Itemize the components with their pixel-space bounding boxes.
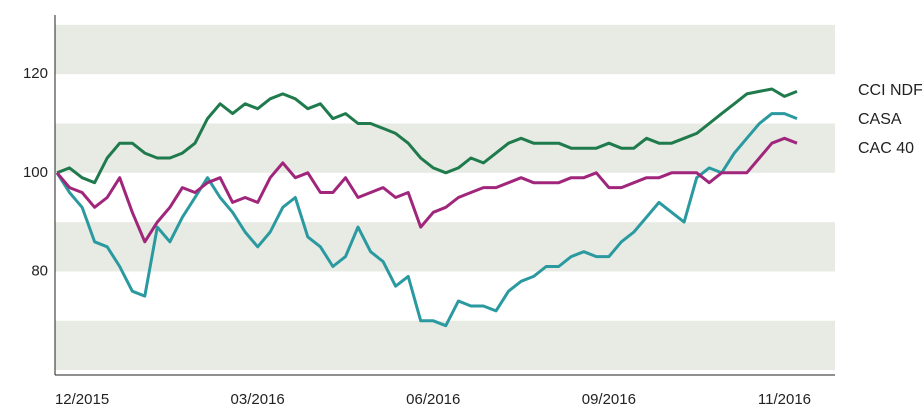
x-tick-label: 09/2016 — [582, 391, 636, 408]
y-tick-label: 100 — [23, 164, 48, 181]
bands — [55, 24, 835, 371]
x-tick-label: 03/2016 — [231, 391, 285, 408]
y-tick-label: 120 — [23, 65, 48, 82]
x-tick-label: 06/2016 — [406, 391, 460, 408]
lines — [55, 87, 798, 328]
x-tick-label: 12/2015 — [55, 391, 109, 408]
legend-label: CAC 40 — [858, 140, 914, 157]
y-tick-label: 80 — [31, 262, 48, 279]
series-line — [56, 87, 798, 185]
series-line — [55, 136, 798, 244]
legend-label: CCI NDF — [858, 82, 922, 99]
grid-band — [55, 24, 835, 75]
grid-band — [55, 222, 835, 272]
grid-band — [55, 320, 835, 371]
legend-label: CASA — [858, 111, 902, 128]
grid-band — [55, 123, 835, 173]
x-tick-label: 11/2016 — [758, 391, 811, 408]
series-line — [55, 112, 798, 328]
